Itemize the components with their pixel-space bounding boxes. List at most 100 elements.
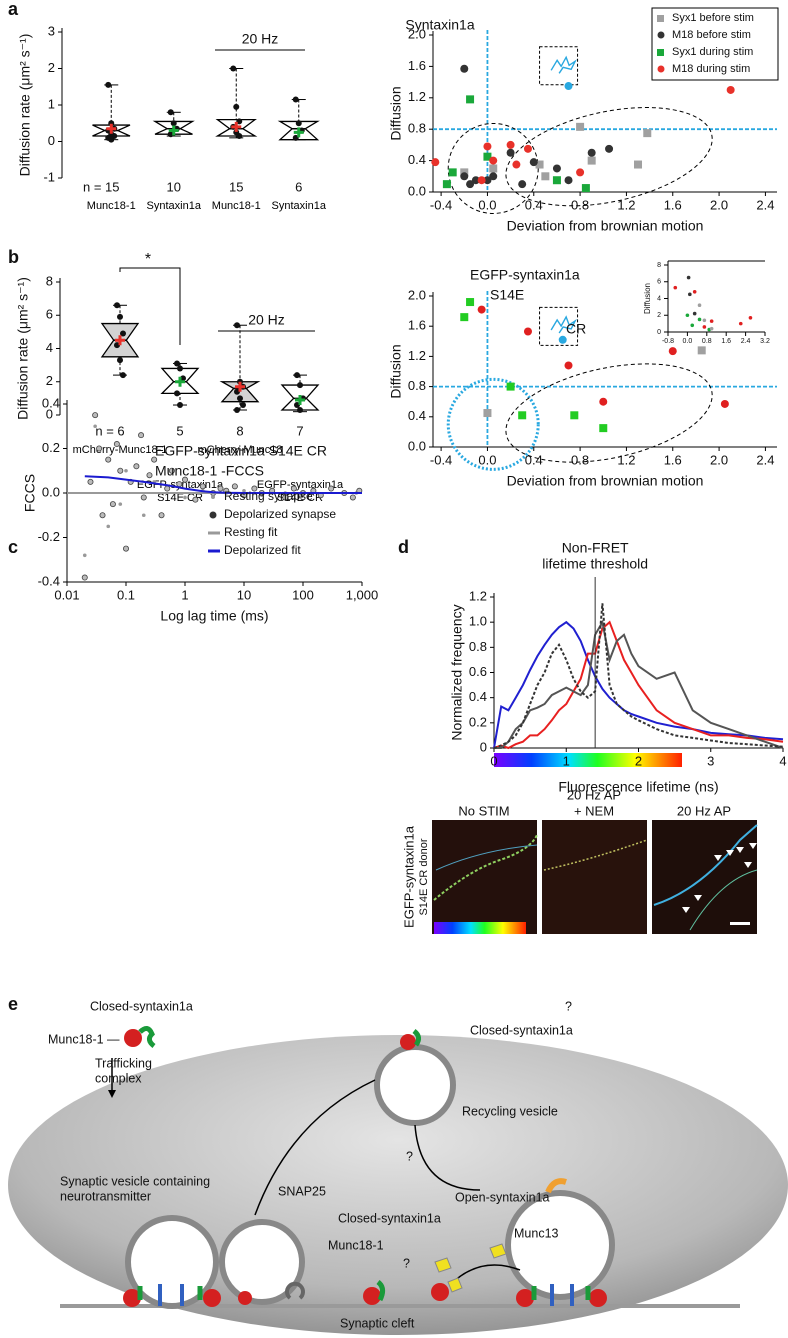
point (518, 180, 527, 189)
point (113, 441, 120, 448)
x-tick-label: 0.0 (478, 452, 496, 467)
legend-label: Syx1 during stim (672, 46, 753, 58)
point (117, 357, 123, 364)
arrowheads (682, 843, 757, 913)
chart-title: EGFP-syntaxin1a S14E CR (155, 443, 327, 459)
mean (175, 376, 185, 387)
point (564, 361, 573, 370)
legend-swatch (657, 15, 664, 22)
category-label: Munc18-1 (86, 200, 136, 212)
point (141, 513, 146, 518)
point (709, 319, 714, 323)
y-tick-label: 4 (46, 340, 53, 355)
category: Munc18-1 (86, 200, 136, 212)
legend-label: Depolarized fit (224, 543, 301, 557)
point (709, 326, 714, 331)
x-tick-label: 0.8 (571, 197, 589, 212)
y-tick-label: 2 (46, 373, 53, 388)
y-tick-label: 6 (46, 307, 53, 322)
point (181, 476, 188, 483)
y-tick-label: 8 (657, 262, 661, 269)
y-tick-label: 1.6 (408, 318, 426, 333)
point (688, 292, 692, 297)
panel-label: c (8, 537, 18, 557)
legend-label: M18 before stim (672, 29, 751, 41)
x-tick-label: 10 (237, 587, 251, 602)
point (697, 317, 702, 322)
point (576, 122, 585, 131)
point (564, 82, 573, 91)
point (541, 172, 550, 181)
x-tick-label: 1,000 (346, 587, 379, 602)
x-tick-label: 2.4 (741, 338, 751, 345)
diagram-label: ? (406, 1149, 413, 1163)
munc13 (434, 1243, 507, 1293)
chart-title: Syntaxin1a (405, 17, 474, 33)
point (295, 120, 302, 127)
x-tick-label: 1 (181, 587, 188, 602)
point (685, 313, 690, 318)
y-tick-label: 0.0 (408, 183, 426, 198)
category: Munc18-1 (212, 200, 261, 212)
y-tick-label: 0.2 (469, 714, 487, 729)
point (109, 501, 116, 508)
point (294, 372, 300, 379)
point (692, 290, 697, 294)
y-tick-label: 0.4 (408, 152, 426, 167)
point (466, 95, 475, 104)
point (720, 399, 729, 408)
x-tick-label: 0.8 (571, 452, 589, 467)
point (118, 502, 123, 506)
point (81, 574, 88, 581)
category: mCherry-Munc18 (197, 444, 283, 456)
panel-label: b (8, 247, 19, 267)
syntaxins (137, 1029, 591, 1302)
point (477, 176, 486, 185)
point (587, 156, 596, 165)
point (164, 485, 171, 492)
y-tick-label: 1 (48, 96, 55, 111)
x-tick-label: 1.6 (721, 338, 731, 345)
point (483, 176, 492, 185)
y-tick-label: 0.4 (408, 408, 426, 423)
point (483, 152, 492, 161)
legend-label: Depolarized synapse (224, 507, 336, 521)
micrograph-title: 20 Hz AP (677, 803, 731, 818)
bracket (119, 267, 181, 345)
point (93, 424, 97, 429)
point (489, 172, 498, 181)
x-tick-label: 1.2 (617, 452, 635, 467)
vesicles (125, 1044, 615, 1309)
mean (231, 121, 242, 132)
mean (235, 381, 245, 392)
panel-label: d (398, 537, 409, 557)
point (686, 275, 691, 280)
point (120, 330, 126, 337)
legend-label: Syx1 before stim (672, 12, 754, 24)
y-axis-label: Diffusion rate (μm² s⁻¹) (17, 34, 33, 177)
point (123, 545, 130, 552)
x-tick-label: 1.6 (664, 452, 682, 467)
point (697, 346, 706, 355)
point (117, 467, 124, 474)
category-label: mCherry-Munc18-1 (72, 444, 168, 456)
y-tick-label: 3 (48, 23, 55, 38)
cluster (505, 107, 713, 207)
model-diagram (8, 1026, 788, 1335)
point (292, 96, 299, 103)
y-tick-label: 0.4 (42, 395, 60, 410)
x-tick-label: 2.0 (710, 197, 728, 212)
point (177, 402, 183, 409)
n-label: 8 (236, 423, 243, 438)
point (117, 313, 123, 320)
annotation: lifetime threshold (542, 556, 648, 572)
category-label: mCherry-Munc18 (197, 444, 283, 456)
legend-box (651, 7, 779, 81)
point (489, 156, 498, 165)
point (105, 81, 112, 88)
y-axis-label: Diffusion (388, 344, 404, 398)
point (192, 496, 199, 503)
point (448, 168, 457, 177)
point (692, 311, 697, 316)
